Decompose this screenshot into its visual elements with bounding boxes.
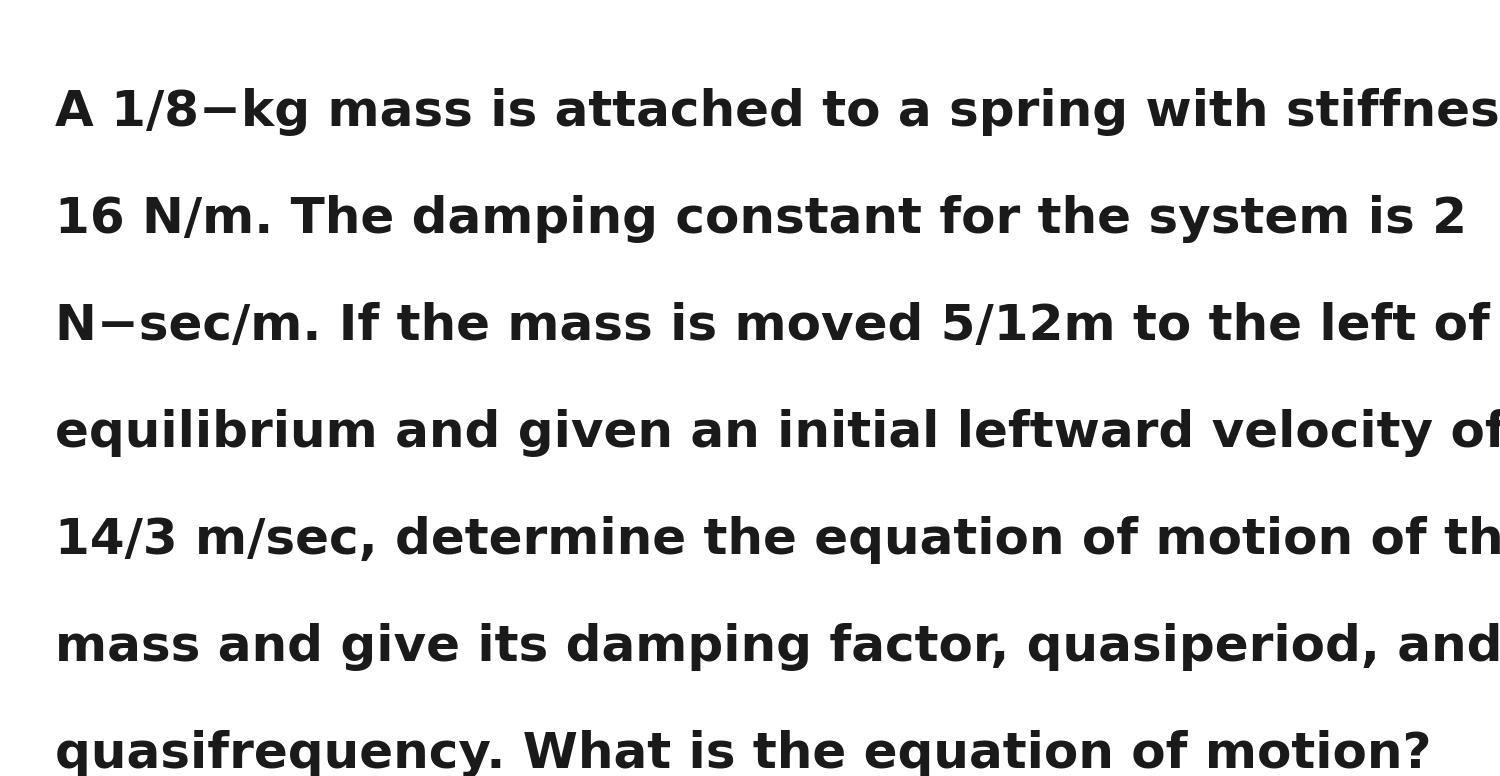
Text: A 1/8−kg mass is attached to a spring with stiffness: A 1/8−kg mass is attached to a spring wi… <box>56 88 1500 136</box>
Text: equilibrium and given an initial leftward velocity of: equilibrium and given an initial leftwar… <box>56 409 1500 457</box>
Text: N−sec/m. If the mass is moved 5/12m to the left of: N−sec/m. If the mass is moved 5/12m to t… <box>56 302 1490 350</box>
Text: quasifrequency. What is the equation of motion?: quasifrequency. What is the equation of … <box>56 730 1431 776</box>
Text: 14/3 m/sec, determine the equation of motion of the: 14/3 m/sec, determine the equation of mo… <box>56 516 1500 564</box>
Text: 16 N/m. The damping constant for the system is 2: 16 N/m. The damping constant for the sys… <box>56 195 1467 243</box>
Text: mass and give its damping factor, quasiperiod, and: mass and give its damping factor, quasip… <box>56 623 1500 671</box>
